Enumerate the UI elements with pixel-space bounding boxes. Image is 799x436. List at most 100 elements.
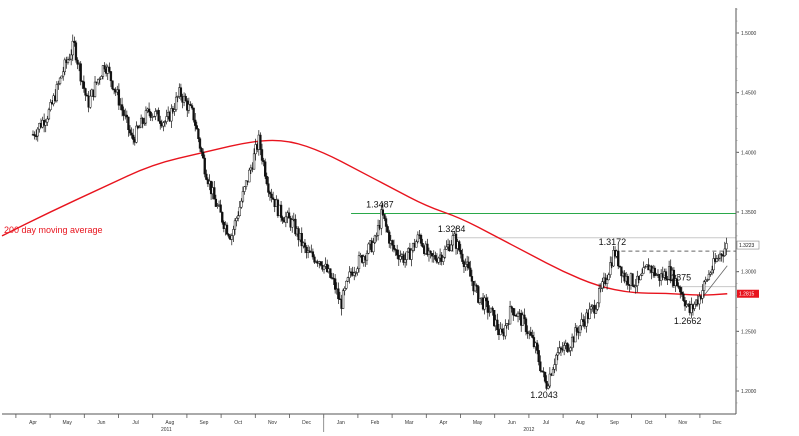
candle-body (693, 303, 696, 309)
price-annotations: 1.3487 1.3284 1.2043 1.3172 1.2875 1.2662 (366, 200, 701, 400)
x-tick-label: Sep (200, 420, 209, 426)
candle-body (563, 345, 566, 351)
x-tick-label: Dec (713, 420, 722, 426)
candle-body (311, 251, 315, 258)
candle-body (521, 314, 524, 326)
candle-body (157, 110, 160, 122)
candle-body (84, 88, 87, 96)
candle-body (434, 255, 437, 260)
candle-body (644, 266, 647, 268)
candle-body (642, 267, 645, 274)
candle-body (597, 288, 601, 304)
candle-body (706, 279, 709, 281)
candle-body (112, 88, 116, 91)
x-tick-label: Dec (302, 420, 311, 426)
candle-body (710, 269, 714, 274)
candle-body (125, 114, 128, 118)
candle-body (35, 135, 38, 137)
candle-body (405, 251, 408, 260)
candle-body (173, 109, 176, 112)
candle-body (319, 261, 322, 266)
candle-body (233, 220, 237, 230)
candle-body (612, 250, 615, 267)
candle-body (354, 272, 357, 274)
candle-body (478, 298, 482, 303)
candle-body (81, 80, 84, 83)
candle-body (391, 240, 394, 246)
y-axis-ticks: 1.5000 1.4500 1.4000 1.3500 1.3000 1.2500 1.20… (736, 8, 757, 404)
price-annotation: 1.3487 (366, 200, 394, 210)
x-tick-label: Apr (440, 420, 448, 426)
candle-body (442, 257, 445, 262)
candle-body (353, 272, 356, 276)
candle-body (213, 187, 216, 200)
candle-body (343, 288, 346, 291)
candle-body (46, 118, 49, 123)
candle-body (232, 229, 235, 236)
candle-body (384, 218, 388, 227)
candle-body (74, 42, 78, 61)
candle-body (702, 281, 706, 291)
candle-body (475, 284, 478, 287)
x-tick-label: May (62, 420, 72, 426)
candle-body (165, 116, 168, 122)
candle-body (410, 249, 413, 260)
candle-body (655, 274, 658, 276)
candle-body (605, 279, 609, 284)
x-tick-label: Jan (337, 420, 345, 426)
last-price-tag (736, 240, 760, 250)
candle-body (154, 111, 157, 117)
candle-body (537, 350, 540, 363)
candle-body (677, 285, 680, 288)
candle-body (192, 107, 195, 121)
candle-body (672, 269, 676, 286)
candle-body (698, 295, 701, 305)
candle-body (85, 95, 89, 97)
candle-body (535, 342, 539, 351)
y-tick-label: 1.4500 (741, 91, 757, 97)
candle-body (725, 243, 728, 250)
candle-body (454, 233, 458, 249)
ma-line (1, 139, 728, 296)
candle-body (71, 40, 74, 56)
candle-body (712, 258, 715, 271)
candle-body (531, 335, 534, 338)
moving-average-line (1, 139, 728, 296)
candle-body (101, 65, 105, 77)
candle-body (270, 193, 273, 199)
candle-body (68, 58, 71, 61)
candle-body (174, 96, 178, 110)
year-label: 2011 (161, 427, 172, 433)
candle-body (143, 122, 146, 125)
candle-body (585, 312, 588, 327)
candle-body (260, 149, 264, 161)
candle-body (542, 371, 545, 373)
candle-body (187, 104, 190, 111)
candle-body (93, 81, 97, 97)
x-tick-label: Nov (268, 420, 277, 426)
candle-body (504, 325, 507, 337)
x-tick-label: Aug (576, 420, 585, 426)
candle-body (365, 252, 369, 261)
price-annotation: 1.2875 (664, 273, 692, 283)
candle-body (284, 216, 288, 223)
candle-body (238, 206, 241, 216)
candle-body (109, 71, 113, 82)
candle-body (373, 235, 377, 243)
candle-body (162, 122, 165, 127)
x-tick-label: Jun (97, 420, 105, 426)
y-tick-label: 1.3000 (741, 270, 757, 276)
candle-body (419, 235, 423, 244)
candle-body (556, 352, 559, 356)
candle-body (152, 115, 156, 118)
candle-body (195, 125, 198, 130)
candle-body (141, 117, 144, 124)
candle-body (60, 75, 63, 79)
candle-body (380, 209, 383, 229)
candle-body (197, 128, 200, 139)
candle-body (44, 121, 47, 126)
candle-body (97, 78, 100, 84)
candle-body (248, 169, 251, 183)
candle-body (451, 235, 454, 246)
